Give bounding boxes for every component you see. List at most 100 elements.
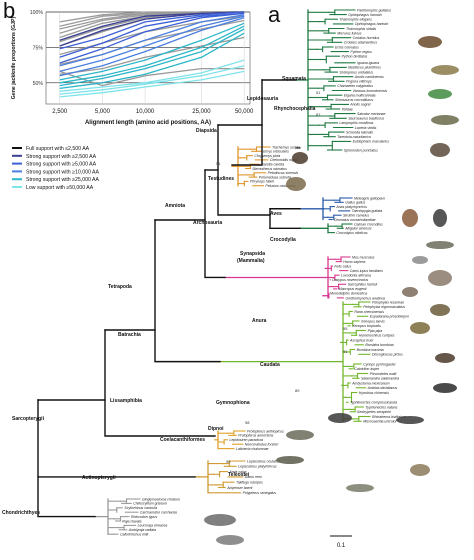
clade-label-sarcop: Sarcopterygii xyxy=(12,416,45,422)
legend-label: Low support with ≥50,000 AA xyxy=(26,185,94,191)
tip-label: Rhincodon typus xyxy=(131,515,157,519)
tip-label: Crocodylus niloticus xyxy=(336,231,367,235)
tip-label: Calotriton asper xyxy=(354,367,380,371)
y-axis-label: Gene jackknife proportions (GJP) xyxy=(11,17,17,100)
clade-label-archo: Archosauria xyxy=(193,220,222,226)
tip-label: Micrurus fulvius xyxy=(337,31,362,35)
tip-label: Anolis sagrei xyxy=(349,103,370,107)
tip-label: Rhinatrema bivittatum xyxy=(372,415,406,419)
tip-label: Acipenser baerii xyxy=(226,486,252,490)
tip-label: Lamprophis corallinus xyxy=(339,121,373,125)
tip-label: Hynobius chinensis xyxy=(359,391,389,395)
tip-label: Amblyraja radiata xyxy=(128,528,156,532)
tip-label: Python bivittatus xyxy=(342,55,368,59)
tip-label: Cynops pyrrhogaster xyxy=(363,362,396,366)
series-line xyxy=(59,65,245,95)
panel-label-b: b xyxy=(3,0,16,23)
legend-label: Strong support with ≥5,000 AA xyxy=(26,162,97,168)
x-tick-label: 2,500 xyxy=(52,109,68,115)
tip-label: Python regius xyxy=(350,50,372,54)
organism-illustration xyxy=(430,143,450,157)
series-line xyxy=(59,59,245,92)
tip-label: Lepisosteus oculatus xyxy=(247,459,280,463)
x-tick-label: 50,000 xyxy=(235,109,254,115)
organism-illustration xyxy=(412,256,428,264)
organism-illustration xyxy=(410,322,430,334)
series-line xyxy=(59,11,245,43)
tip-label: Echis coloratus xyxy=(335,45,359,49)
series-line xyxy=(59,11,245,50)
tip-label: Loxodonta africana xyxy=(341,274,371,278)
tip-label: Rana chensinensis xyxy=(354,310,384,314)
clade-label-dipnoi: Dipnoi xyxy=(208,426,224,432)
tip-label: Andrias davidianus xyxy=(367,386,398,390)
tip-label: Chelonoidis nigra xyxy=(270,158,297,162)
clade-label-lepido: Lepidosauria xyxy=(247,96,278,102)
bootstrap-value: 95 xyxy=(226,459,231,464)
tip-label: Salamandra salamandra xyxy=(361,377,399,381)
bootstrap-value: 87 xyxy=(316,112,321,117)
tip-label: Callorhinchus milii xyxy=(120,533,148,537)
tip-label: Taeniopygia guttata xyxy=(352,209,382,213)
tip-label: Pantherophis guttatus xyxy=(357,8,391,12)
tip-label: Scyliorhinus canicula xyxy=(124,506,157,510)
tip-label: Protopterus annectens xyxy=(238,434,273,438)
organism-illustration xyxy=(216,535,244,545)
tip-label: Xenopus tropicalis xyxy=(351,324,381,328)
backbone-branch xyxy=(154,219,221,363)
organism-illustration xyxy=(431,115,459,125)
series-line xyxy=(59,14,245,67)
tip-label: Leucoraja erinacea xyxy=(138,524,168,528)
tip-label: Sceloporus undulatus xyxy=(339,70,373,74)
x-tick-label: 5,000 xyxy=(95,109,111,115)
legend-label: Strong support with ≥2,500 AA xyxy=(26,154,97,160)
tip-label: Raja clavata xyxy=(122,519,141,523)
series-line xyxy=(59,12,245,64)
y-tick-label: 75% xyxy=(33,45,44,51)
tip-label: Basiliscus plumifrons xyxy=(348,66,381,70)
tip-label: Teiidae xyxy=(342,107,353,111)
organism-illustration xyxy=(410,464,430,476)
tip-label: Danio rerio xyxy=(245,475,262,479)
tip-label: Pelophylax lessonae xyxy=(372,300,404,304)
tip-label: Protopterus aethiopicus xyxy=(247,429,284,433)
tip-label: Amia calva xyxy=(228,470,246,474)
tip-label: Struthio camelus xyxy=(343,214,369,218)
tip-label: Chiloscyllium griseum xyxy=(133,502,167,506)
tip-label: Caiman crocodilus xyxy=(354,222,383,226)
tip-label: Typhlonectes compressicauda xyxy=(350,401,397,405)
tip-label: Sternotherus odoratus xyxy=(252,167,287,171)
backbone-branch xyxy=(217,124,271,216)
tip-label: Typhlonectes natans xyxy=(365,405,397,409)
organism-illustration xyxy=(418,36,442,48)
legend-label: Strong support with ≥25,000 AA xyxy=(26,177,99,183)
x-tick-label: 10,000 xyxy=(136,109,155,115)
x-axis-label: Alignment length (amino acid positions, … xyxy=(85,120,211,126)
panel-label-a: a xyxy=(268,2,281,27)
tip-label: Crotalus horridus xyxy=(353,36,380,40)
organism-illustration xyxy=(431,65,459,75)
bootstrap-value: 51 xyxy=(216,161,221,166)
tip-label: Pleurodeles waltl xyxy=(370,372,397,376)
tip-label: Lacerta viridis xyxy=(355,126,377,130)
clade-label-rhyncho: Rhynchocephalia xyxy=(274,106,316,112)
organism-illustration xyxy=(292,152,308,164)
tip-label: Microcaecilia unicolor xyxy=(363,420,397,424)
bootstrap-value: 95 xyxy=(343,326,348,331)
tip-label: Ophiophagus hannah xyxy=(355,22,389,26)
bootstrap-value: 89 xyxy=(295,388,300,393)
tip-label: Xenopus laevis xyxy=(360,319,385,323)
tip-label: Trachemys scripta xyxy=(272,145,300,149)
tip-label: Alligator sinensis xyxy=(344,227,372,231)
tip-label: Iguana iguana xyxy=(357,61,379,65)
tip-label: Saurosaurus basiliscus xyxy=(348,117,384,121)
legend-label: Strong support with ≥10,000 AA xyxy=(26,169,99,175)
clade-label-diapsida: Diapsida xyxy=(196,128,217,134)
tip-label: Meleagris gallopavo xyxy=(354,196,385,200)
series-line xyxy=(59,32,245,90)
tip-label: Thamnophis elegans xyxy=(339,18,372,22)
bootstrap-value: 51 xyxy=(316,90,321,95)
tip-label: Pipa pipa xyxy=(368,329,383,333)
tip-label: Monodelphis domestica xyxy=(330,292,367,296)
